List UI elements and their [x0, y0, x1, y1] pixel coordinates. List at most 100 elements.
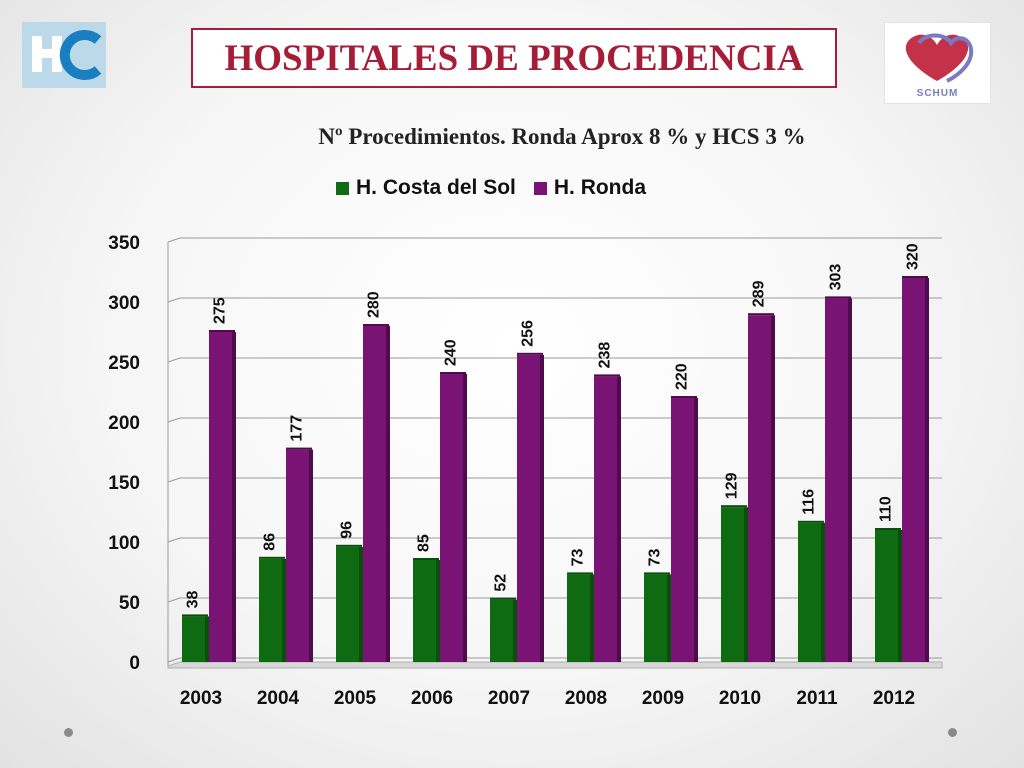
chart-subtitle: Nº Procedimientos. Ronda Aprox 8 % y HCS…	[318, 124, 806, 149]
bar-costa	[490, 599, 513, 662]
x-tick-label: 2009	[642, 688, 684, 709]
data-label-ronda: 320	[905, 243, 922, 270]
title-box: HOSPITALES DE PROCEDENCIA	[191, 28, 837, 88]
bar-costa	[798, 522, 821, 662]
data-label-ronda: 289	[751, 280, 768, 307]
x-tick-label: 2010	[719, 688, 761, 709]
legend-swatch-costa	[336, 181, 349, 195]
bar-top-costa	[490, 597, 516, 600]
bar-side-costa	[205, 616, 209, 662]
legend-item-ronda: H. Ronda	[533, 176, 646, 200]
bar-top-costa	[336, 544, 362, 547]
bar-ronda	[902, 278, 925, 662]
data-label-costa: 85	[416, 534, 433, 552]
bar-top-ronda	[209, 330, 235, 332]
data-label-ronda: 303	[828, 264, 845, 291]
bar-ronda	[748, 315, 771, 662]
chart-floor	[167, 661, 943, 669]
data-label-ronda: 177	[289, 415, 306, 442]
y-tick-label: 200	[108, 413, 140, 434]
bar-top-ronda	[363, 324, 389, 326]
bar-top-costa	[644, 572, 670, 575]
y-tick-label: 250	[108, 353, 140, 374]
bar-side-costa	[359, 546, 363, 662]
bar-costa	[721, 507, 744, 662]
data-label-ronda: 238	[597, 342, 614, 369]
y-tick-label: 300	[108, 293, 140, 314]
x-tick-label: 2006	[411, 688, 453, 709]
data-label-ronda: 275	[212, 297, 229, 324]
gridline-join	[167, 357, 181, 363]
bar-top-ronda	[671, 396, 697, 398]
bar-side-ronda	[925, 278, 929, 662]
x-tick-label: 2011	[796, 688, 838, 709]
y-tick-label: 350	[108, 233, 140, 254]
x-tick-label: 2004	[257, 688, 300, 709]
data-label-costa: 86	[262, 533, 279, 551]
bar-side-ronda	[771, 315, 775, 662]
bar-costa	[259, 558, 282, 662]
bar-side-ronda	[463, 374, 467, 662]
data-label-costa: 38	[185, 591, 202, 609]
bar-costa	[182, 616, 205, 662]
bar-top-costa	[875, 528, 901, 530]
bar-side-costa	[667, 574, 671, 662]
bar-side-costa	[744, 507, 748, 662]
bar-top-costa	[567, 572, 593, 575]
gridline-join	[167, 597, 181, 603]
bar-ronda	[671, 398, 694, 662]
bar-top-ronda	[594, 374, 620, 377]
bar-side-ronda	[232, 332, 236, 662]
bar-side-ronda	[540, 354, 544, 662]
data-label-costa: 73	[570, 549, 587, 567]
bar-side-costa	[821, 522, 825, 662]
slide-dot-right	[948, 728, 957, 737]
bar-side-ronda	[848, 298, 852, 662]
data-label-ronda: 280	[366, 291, 383, 318]
bar-side-ronda	[386, 326, 390, 662]
bar-ronda	[440, 374, 463, 662]
data-label-costa: 129	[724, 472, 741, 499]
bar-top-costa	[259, 556, 285, 559]
bar-top-ronda	[902, 276, 928, 278]
bar-ronda	[209, 332, 232, 662]
schum-logo: SCHUM	[884, 22, 991, 104]
bar-side-costa	[898, 530, 902, 662]
bar-side-costa	[282, 558, 286, 662]
data-label-ronda: 240	[443, 339, 460, 366]
bar-top-ronda	[825, 296, 851, 299]
bar-top-costa	[413, 558, 439, 560]
x-tick-label: 2003	[180, 688, 222, 709]
bar-top-ronda	[440, 372, 466, 374]
bar-side-costa	[513, 599, 517, 662]
y-tick-label: 100	[108, 533, 140, 554]
hc-logo	[22, 22, 106, 88]
heart-logo-icon	[905, 33, 974, 83]
y-tick-label: 50	[119, 593, 140, 614]
bar-costa	[875, 530, 898, 662]
y-tick-label: 0	[129, 653, 140, 674]
bar-side-costa	[590, 574, 594, 662]
data-label-ronda: 256	[520, 320, 537, 347]
gridline-join	[167, 477, 181, 483]
bar-ronda	[286, 449, 309, 662]
bar-top-costa	[721, 505, 747, 508]
bar-costa	[567, 574, 590, 662]
bar-top-ronda	[517, 352, 543, 355]
gridline-join	[167, 657, 181, 663]
data-label-costa: 110	[878, 496, 895, 522]
hc-logo-icon	[22, 22, 106, 88]
slide-dot-left	[64, 728, 73, 737]
page-title: HOSPITALES DE PROCEDENCIA	[224, 37, 804, 79]
legend-label-costa: H. Costa del Sol	[356, 176, 516, 199]
bar-side-ronda	[617, 376, 621, 662]
bar-ronda	[594, 376, 617, 662]
legend-swatch-ronda	[533, 181, 547, 195]
legend-item-costa: H. Costa del Sol	[336, 176, 516, 200]
bar-top-ronda	[286, 447, 312, 450]
bar-ronda	[517, 354, 540, 662]
gridline-join	[167, 537, 181, 543]
data-label-costa: 96	[339, 521, 356, 539]
x-tick-label: 2007	[488, 688, 530, 709]
bar-top-ronda	[748, 313, 774, 316]
